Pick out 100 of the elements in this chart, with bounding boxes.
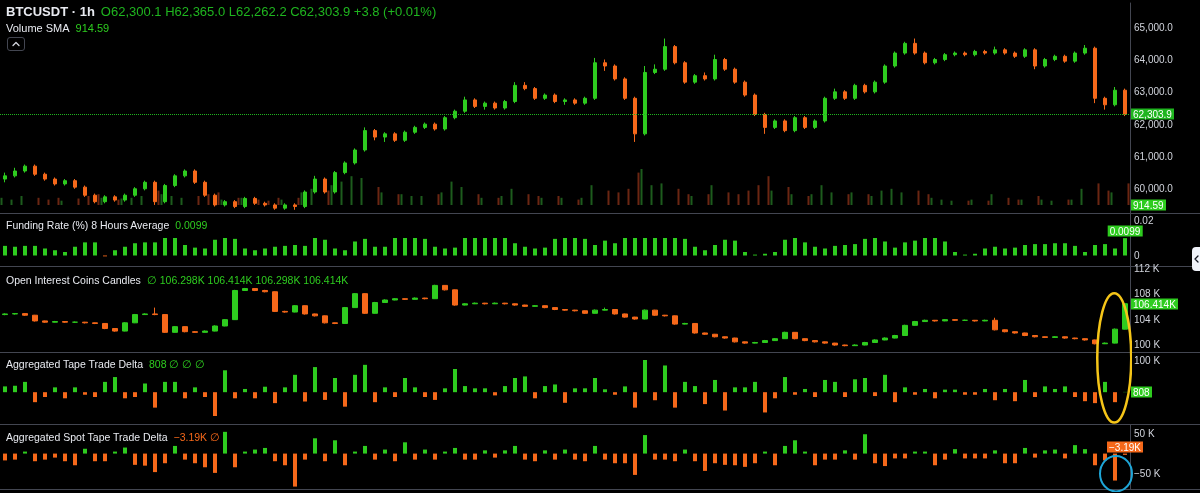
bar bbox=[513, 445, 517, 454]
bar bbox=[223, 370, 227, 393]
bar bbox=[503, 237, 507, 256]
annotation: ∅ 106.298K 106.414K 106.298K 106.414K bbox=[146, 274, 349, 286]
bar bbox=[323, 392, 327, 400]
candlestick bbox=[252, 287, 258, 292]
bar bbox=[713, 379, 717, 393]
bar bbox=[273, 246, 277, 256]
bar bbox=[533, 453, 537, 462]
bar bbox=[63, 453, 67, 462]
y-tick-label: 100 K bbox=[1134, 338, 1161, 350]
bar bbox=[353, 374, 357, 393]
candlestick bbox=[902, 324, 908, 337]
candlestick bbox=[1003, 47, 1007, 56]
bar bbox=[653, 392, 657, 401]
candlestick bbox=[983, 49, 987, 56]
bar bbox=[707, 194, 710, 205]
candlestick bbox=[642, 309, 648, 320]
bar bbox=[1083, 392, 1087, 402]
candlestick bbox=[773, 118, 777, 130]
candlestick bbox=[13, 167, 17, 178]
bar bbox=[663, 453, 667, 460]
bar bbox=[843, 392, 847, 398]
bar bbox=[383, 449, 387, 454]
candlestick bbox=[883, 63, 887, 85]
candlestick bbox=[232, 289, 238, 321]
candlestick bbox=[622, 313, 628, 319]
bar bbox=[63, 392, 67, 399]
bar bbox=[563, 449, 567, 454]
bar bbox=[683, 238, 687, 256]
bar bbox=[130, 197, 133, 205]
bar bbox=[853, 379, 857, 393]
bar bbox=[383, 246, 387, 256]
candlestick bbox=[1023, 47, 1027, 59]
bar bbox=[43, 392, 47, 398]
candlestick bbox=[1032, 334, 1038, 338]
bar bbox=[533, 392, 537, 399]
candlestick bbox=[753, 92, 757, 117]
bar bbox=[593, 244, 597, 256]
bar bbox=[160, 194, 163, 205]
candlestick bbox=[792, 331, 798, 340]
bar bbox=[157, 190, 160, 205]
bar bbox=[197, 196, 200, 205]
candlestick bbox=[52, 320, 58, 323]
bar bbox=[433, 453, 437, 460]
y-tick-label: 64,000.0 bbox=[1134, 54, 1174, 66]
candlestick bbox=[633, 96, 637, 143]
bar bbox=[660, 183, 663, 205]
bar bbox=[727, 192, 730, 205]
bar bbox=[563, 237, 567, 256]
candlestick bbox=[572, 309, 578, 312]
bar bbox=[833, 381, 837, 393]
bar bbox=[747, 190, 750, 205]
bar bbox=[433, 392, 437, 400]
candlestick bbox=[443, 115, 447, 132]
candlestick bbox=[873, 80, 877, 94]
candlestick bbox=[383, 131, 387, 143]
bar bbox=[643, 237, 647, 256]
candlestick bbox=[43, 172, 47, 182]
bar bbox=[213, 239, 217, 256]
bar bbox=[423, 449, 427, 454]
annotation: O62,300.1 H62,365.0 L62,262.2 C62,303.9 +3.8 (+0.01%) bbox=[100, 4, 437, 19]
bar bbox=[1063, 243, 1067, 256]
candlestick bbox=[623, 76, 627, 101]
bar bbox=[413, 387, 417, 393]
candlestick bbox=[1043, 57, 1047, 69]
candlestick bbox=[33, 164, 37, 177]
candlestick bbox=[583, 96, 587, 106]
bar bbox=[913, 240, 917, 256]
candlestick bbox=[573, 97, 577, 106]
bar bbox=[113, 377, 117, 393]
candlestick bbox=[752, 341, 758, 344]
bar bbox=[813, 246, 817, 256]
candlestick bbox=[363, 126, 367, 153]
bar bbox=[1003, 248, 1007, 256]
annotation: 914.59 bbox=[75, 22, 110, 34]
bar bbox=[203, 392, 207, 398]
bar bbox=[493, 453, 497, 458]
bar bbox=[783, 239, 787, 256]
bar bbox=[563, 392, 567, 403]
bar bbox=[940, 199, 943, 205]
bar bbox=[360, 178, 363, 205]
candlestick bbox=[272, 290, 278, 313]
bar bbox=[327, 190, 330, 205]
bar bbox=[873, 392, 877, 397]
bar bbox=[1033, 244, 1037, 256]
bar bbox=[1080, 188, 1083, 205]
bar bbox=[1003, 388, 1007, 393]
bar bbox=[693, 453, 697, 462]
bar bbox=[513, 378, 517, 393]
bar bbox=[83, 242, 87, 256]
y-tick-label: 61,000.0 bbox=[1134, 150, 1174, 162]
bar bbox=[473, 453, 477, 460]
chart-title: BTCUSDT · 1h bbox=[6, 4, 95, 19]
candlestick bbox=[943, 52, 947, 62]
bar bbox=[153, 392, 157, 408]
bar bbox=[213, 453, 217, 473]
candlestick bbox=[1083, 44, 1087, 56]
bar bbox=[413, 453, 417, 460]
candlestick bbox=[133, 186, 137, 198]
